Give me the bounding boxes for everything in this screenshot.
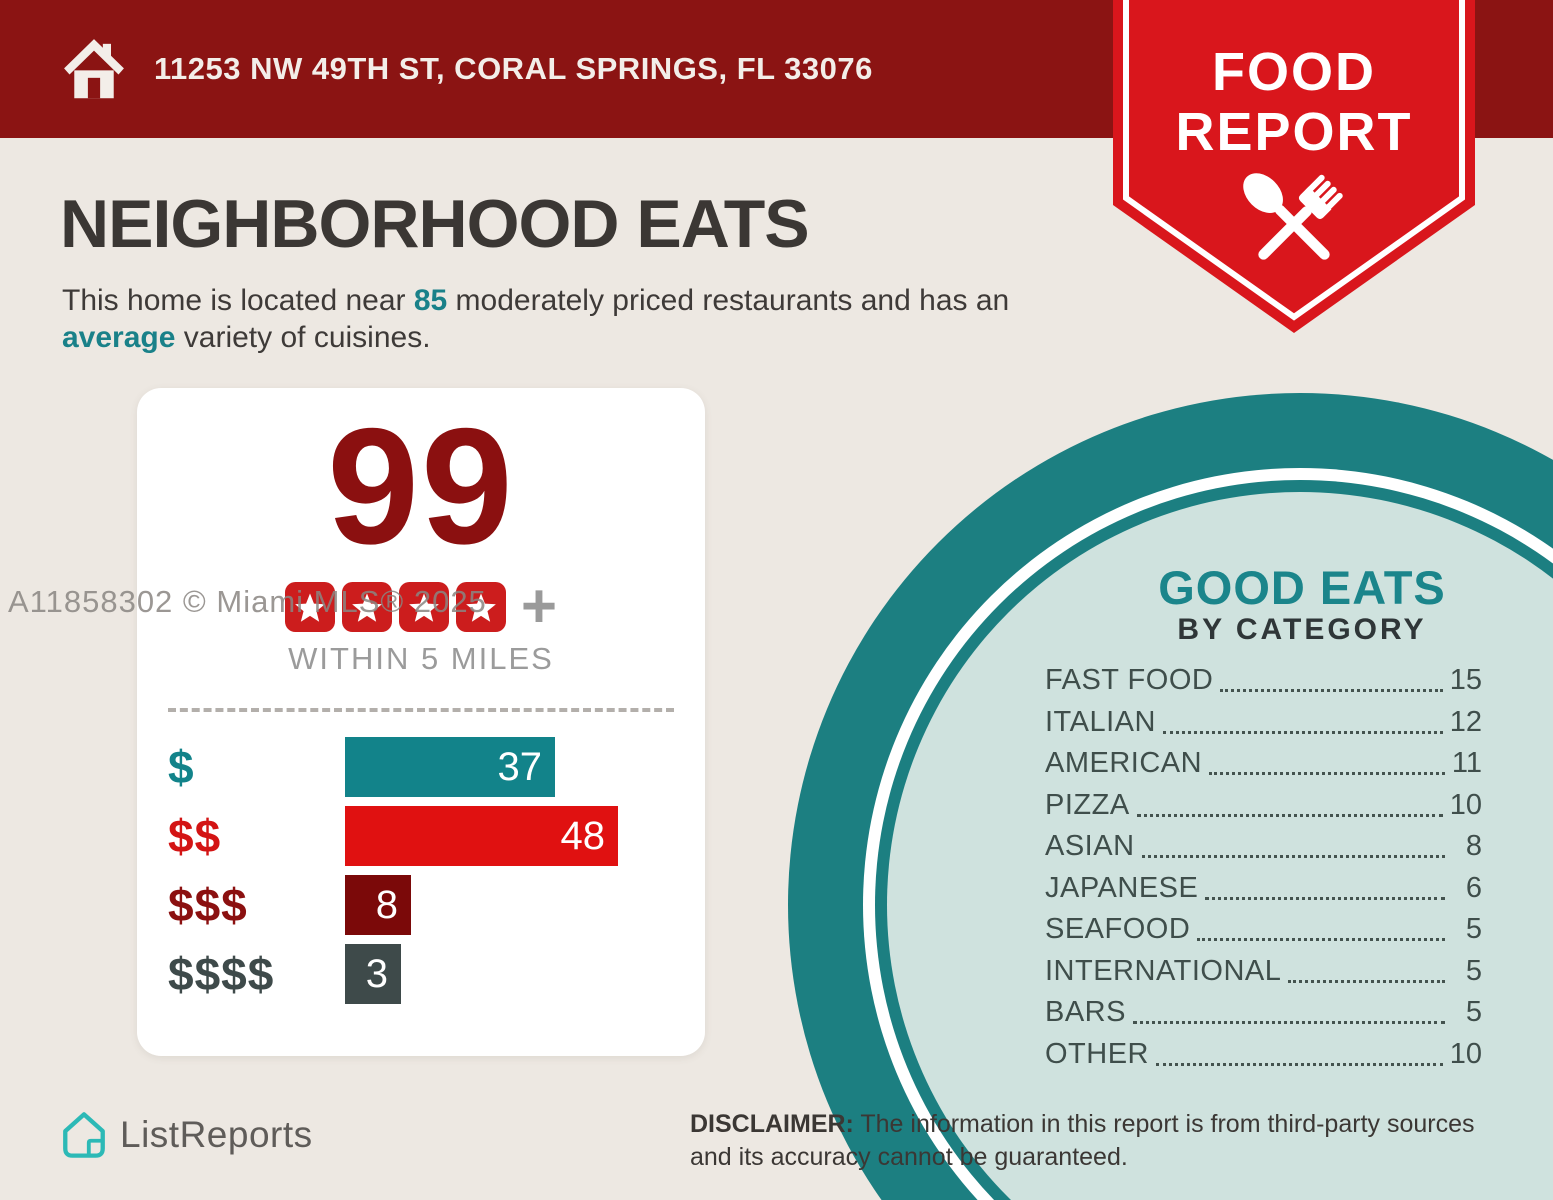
category-row: ASIAN 8: [1045, 830, 1482, 863]
price-level-label: $$$$: [168, 948, 275, 1000]
category-count: 15: [1449, 664, 1482, 696]
category-row: OTHER 10: [1045, 1038, 1482, 1071]
listreports-logo-icon: [63, 1112, 105, 1158]
brand-name: ListReports: [120, 1114, 313, 1155]
restaurant-stats-card: 99 + WITHIN 5 MILES $37 $$ 48 $$$ 8 $$$$ 3: [137, 388, 705, 1056]
restaurant-count: 85: [413, 284, 448, 317]
intro-part2: moderately priced restaurants and has an: [447, 284, 1010, 317]
house-icon: [64, 39, 124, 99]
category-row: FAST FOOD 15: [1045, 664, 1482, 697]
intro-part3: variety of cuisines.: [175, 320, 431, 354]
plus-icon: +: [520, 572, 558, 641]
category-row: PIZZA 10: [1045, 789, 1482, 822]
dotted-leader: [1209, 772, 1445, 775]
category-count: 11: [1451, 747, 1482, 779]
category-count: 5: [1465, 954, 1482, 987]
yelp-star-icon: [398, 582, 449, 632]
page-title: NEIGHBORHOOD EATS: [60, 186, 810, 262]
mls-watermark: A11858302 © Miami MLS® 2025: [8, 584, 487, 619]
good-eats-title: GOOD EATS: [1158, 561, 1446, 614]
listreports-brand: ListReports: [60, 1110, 313, 1160]
dotted-leader: [1156, 1062, 1443, 1066]
category-label: INTERNATIONAL: [1045, 954, 1282, 987]
category-count: 6: [1465, 871, 1482, 904]
price-bar-row: $$$$ 3: [168, 944, 674, 1004]
category-count: 10: [1449, 788, 1482, 821]
dotted-leader: [1136, 813, 1443, 817]
yelp-star-icon: [341, 582, 392, 632]
price-bar: 3: [345, 944, 401, 1004]
star-rating: +: [137, 572, 705, 641]
price-bar-row: $$$ 8: [168, 875, 674, 935]
price-bar-value: 8: [375, 882, 398, 927]
disclaimer-text: The information in this report is from t…: [690, 1110, 1475, 1171]
price-bar-value: 37: [497, 744, 543, 789]
price-bar-row: $$ 48: [168, 806, 674, 866]
restaurant-score: 99: [327, 394, 515, 578]
dotted-leader: [1141, 855, 1445, 858]
spoon-fork-icon: [1243, 173, 1343, 260]
category-count: 12: [1449, 705, 1482, 738]
category-row: JAPANESE 6: [1045, 872, 1482, 905]
dotted-leader: [1132, 1021, 1445, 1024]
category-count: 8: [1465, 830, 1482, 862]
dashed-divider: [168, 708, 674, 712]
price-bars: $37 $$ 48 $$$ 8 $$$$ 3: [168, 737, 674, 1004]
category-label: SEAFOOD: [1045, 913, 1191, 945]
category-row: AMERICAN 11: [1045, 747, 1482, 780]
category-label: JAPANESE: [1045, 871, 1199, 904]
intro-part1: This home is located near: [62, 284, 414, 317]
price-level-label: $: [168, 741, 195, 793]
property-address: 11253 NW 49TH ST, CORAL SPRINGS, FL 3307…: [154, 51, 873, 86]
badge-line1: FOOD: [1212, 42, 1376, 102]
food-report-badge: FOOD REPORT: [1113, 0, 1475, 333]
price-level-label: $$: [168, 810, 222, 862]
price-bar-row: $37: [168, 737, 674, 797]
yelp-star-icon: [455, 582, 506, 632]
category-label: OTHER: [1045, 1037, 1149, 1070]
price-bar: 48: [345, 806, 618, 866]
disclaimer-label: DISCLAIMER:: [690, 1110, 854, 1138]
category-row: ITALIAN 12: [1045, 706, 1482, 739]
price-bar-value: 48: [560, 813, 606, 858]
category-row: SEAFOOD 5: [1045, 913, 1482, 946]
dotted-leader: [1205, 896, 1445, 900]
category-label: AMERICAN: [1045, 747, 1203, 779]
price-bar-value: 3: [365, 951, 388, 996]
dotted-leader: [1288, 979, 1445, 983]
badge-line2: REPORT: [1175, 102, 1412, 162]
category-count: 5: [1465, 996, 1482, 1028]
category-label: BARS: [1045, 996, 1126, 1028]
category-list: FAST FOOD 15 ITALIAN 12 AMERICAN 11 PIZZA 10 ASI…: [1045, 664, 1482, 1071]
category-label: ASIAN: [1045, 830, 1135, 862]
radius-label: WITHIN 5 MILES: [288, 641, 554, 676]
price-bar: 37: [345, 737, 555, 797]
dotted-leader: [1197, 938, 1445, 941]
variety-highlight: average: [62, 320, 176, 354]
category-count: 10: [1449, 1037, 1482, 1070]
category-row: BARS 5: [1045, 996, 1482, 1029]
disclaimer: DISCLAIMER: The information in this repo…: [690, 1108, 1505, 1173]
category-row: INTERNATIONAL 5: [1045, 955, 1482, 988]
category-label: PIZZA: [1045, 788, 1130, 821]
dotted-leader: [1220, 689, 1443, 692]
category-count: 5: [1465, 913, 1482, 945]
dotted-leader: [1162, 730, 1443, 734]
intro-text: This home is located near 85 moderately …: [62, 283, 1082, 356]
price-level-label: $$$: [168, 879, 248, 931]
category-label: ITALIAN: [1045, 705, 1156, 738]
category-label: FAST FOOD: [1045, 664, 1214, 696]
good-eats-subtitle: BY CATEGORY: [1177, 613, 1427, 646]
price-bar: 8: [345, 875, 411, 935]
yelp-star-icon: [284, 582, 335, 632]
